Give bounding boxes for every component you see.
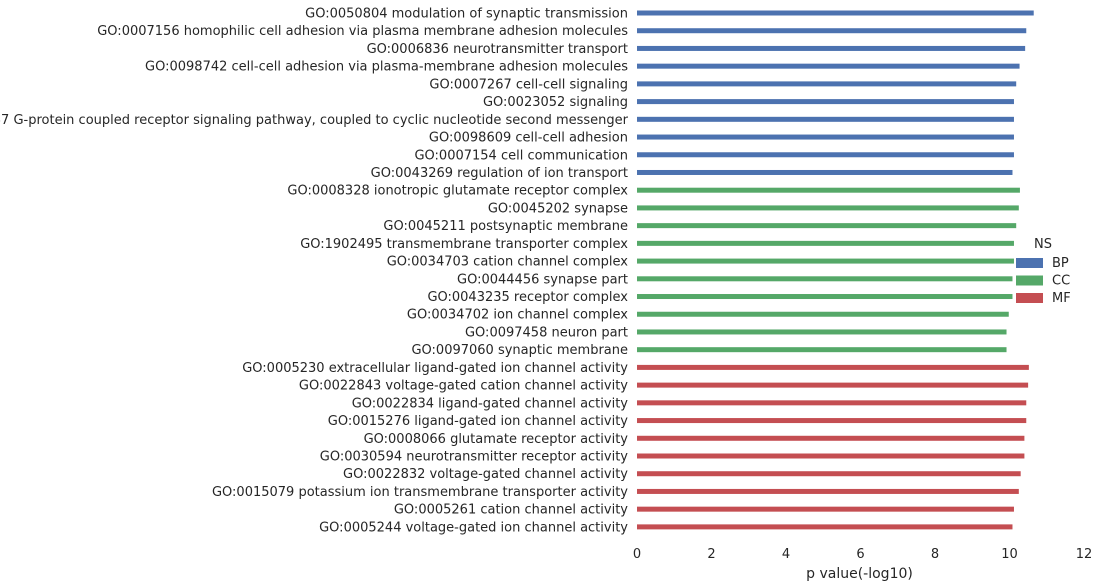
category-label: GO:0007187 G-protein coupled receptor si… — [0, 113, 629, 128]
bar-cc-14 — [637, 258, 1014, 264]
legend-items-layer: BP CC MF — [1016, 256, 1071, 306]
bar-mf-21 — [637, 382, 1029, 388]
category-label: GO:0015276 ligand-gated ion channel acti… — [328, 414, 629, 429]
bar-bp-8 — [637, 152, 1014, 158]
bar-cc-17 — [637, 311, 1009, 317]
category-labels-layer: GO:0050804 modulation of synaptic transm… — [0, 7, 629, 536]
x-tick-label: 8 — [931, 547, 939, 562]
category-label: GO:0043269 regulation of ion transport — [371, 166, 628, 181]
category-label: GO:0044456 synapse part — [457, 272, 628, 287]
category-label: GO:0007267 cell-cell signaling — [429, 77, 628, 92]
bars-layer — [637, 10, 1034, 530]
category-label: GO:0034702 ion channel complex — [407, 308, 628, 323]
category-label: GO:0005244 voltage-gated ion channel act… — [319, 520, 628, 535]
category-label: GO:0008066 glutamate receptor activity — [364, 432, 629, 447]
category-label: GO:0022834 ligand-gated channel activity — [352, 396, 629, 411]
category-label: GO:0022843 voltage-gated cation channel … — [299, 379, 628, 394]
bar-cc-16 — [637, 294, 1013, 300]
bar-cc-13 — [637, 240, 1014, 246]
bar-bp-3 — [637, 63, 1020, 69]
category-label: GO:0023052 signaling — [483, 95, 628, 110]
legend-swatch-cc — [1016, 275, 1043, 286]
bar-cc-18 — [637, 329, 1007, 335]
x-tick-label: 10 — [1001, 547, 1018, 562]
bar-bp-2 — [637, 45, 1026, 51]
bar-bp-6 — [637, 116, 1014, 122]
legend-label-bp: BP — [1052, 256, 1069, 271]
x-tick-label: 2 — [707, 547, 715, 562]
bar-cc-12 — [637, 223, 1017, 229]
category-label: GO:0005230 extracellular ligand-gated io… — [242, 361, 628, 376]
bar-mf-27 — [637, 488, 1019, 494]
category-label: GO:0045202 synapse — [488, 201, 628, 216]
x-axis-title: p value(-log10) — [806, 566, 913, 582]
bar-bp-9 — [637, 169, 1013, 175]
x-tick-label: 0 — [633, 547, 641, 562]
bar-mf-28 — [637, 506, 1014, 512]
category-label: GO:0007156 homophilic cell adhesion via … — [97, 24, 628, 39]
bar-mf-25 — [637, 453, 1025, 459]
bar-mf-29 — [637, 524, 1013, 530]
bar-cc-19 — [637, 347, 1007, 353]
bar-mf-20 — [637, 364, 1029, 370]
category-label: GO:0043235 receptor complex — [427, 290, 628, 305]
legend-swatch-mf — [1016, 293, 1043, 303]
category-label: GO:0097458 neuron part — [465, 325, 628, 340]
category-label: GO:0022832 voltage-gated channel activit… — [343, 467, 628, 482]
legend: NS BP CC MF — [1016, 237, 1071, 306]
x-tick-label: 12 — [1076, 547, 1093, 562]
bar-bp-0 — [637, 10, 1034, 16]
legend-label-mf: MF — [1052, 291, 1071, 306]
category-label: GO:0008328 ionotropic glutamate receptor… — [287, 184, 628, 199]
bar-mf-23 — [637, 418, 1027, 424]
bar-bp-5 — [637, 99, 1014, 105]
category-label: GO:0015079 potassium ion transmembrane t… — [212, 485, 628, 500]
category-label: GO:0006836 neurotransmitter transport — [367, 42, 628, 57]
bar-cc-10 — [637, 187, 1020, 193]
category-label: GO:0045211 postsynaptic membrane — [383, 219, 628, 234]
category-label: GO:0050804 modulation of synaptic transm… — [305, 7, 628, 22]
category-label: GO:1902495 transmembrane transporter com… — [300, 237, 628, 252]
category-label: GO:0030594 neurotransmitter receptor act… — [320, 450, 629, 465]
category-label: GO:0098742 cell-cell adhesion via plasma… — [145, 60, 628, 75]
bar-mf-24 — [637, 435, 1025, 441]
category-label: GO:0098609 cell-cell adhesion — [429, 131, 628, 146]
legend-label-cc: CC — [1052, 274, 1070, 289]
bar-bp-7 — [637, 134, 1014, 140]
bar-bp-4 — [637, 81, 1017, 87]
bar-mf-26 — [637, 471, 1021, 477]
x-axis-ticks-layer: 0 2 4 6 8 10 12 — [633, 547, 1092, 562]
x-tick-label: 4 — [782, 547, 790, 562]
category-label: GO:0034703 cation channel complex — [387, 255, 629, 270]
bar-cc-11 — [637, 205, 1019, 211]
category-label: GO:0097060 synaptic membrane — [411, 343, 628, 358]
legend-swatch-bp — [1016, 258, 1043, 268]
category-label: GO:0007154 cell communication — [414, 148, 628, 163]
x-tick-label: 6 — [856, 547, 864, 562]
category-label: GO:0005261 cation channel activity — [394, 503, 628, 518]
legend-title: NS — [1034, 237, 1052, 252]
bar-bp-1 — [637, 28, 1027, 34]
bar-mf-22 — [637, 400, 1027, 406]
bar-cc-15 — [637, 276, 1013, 282]
